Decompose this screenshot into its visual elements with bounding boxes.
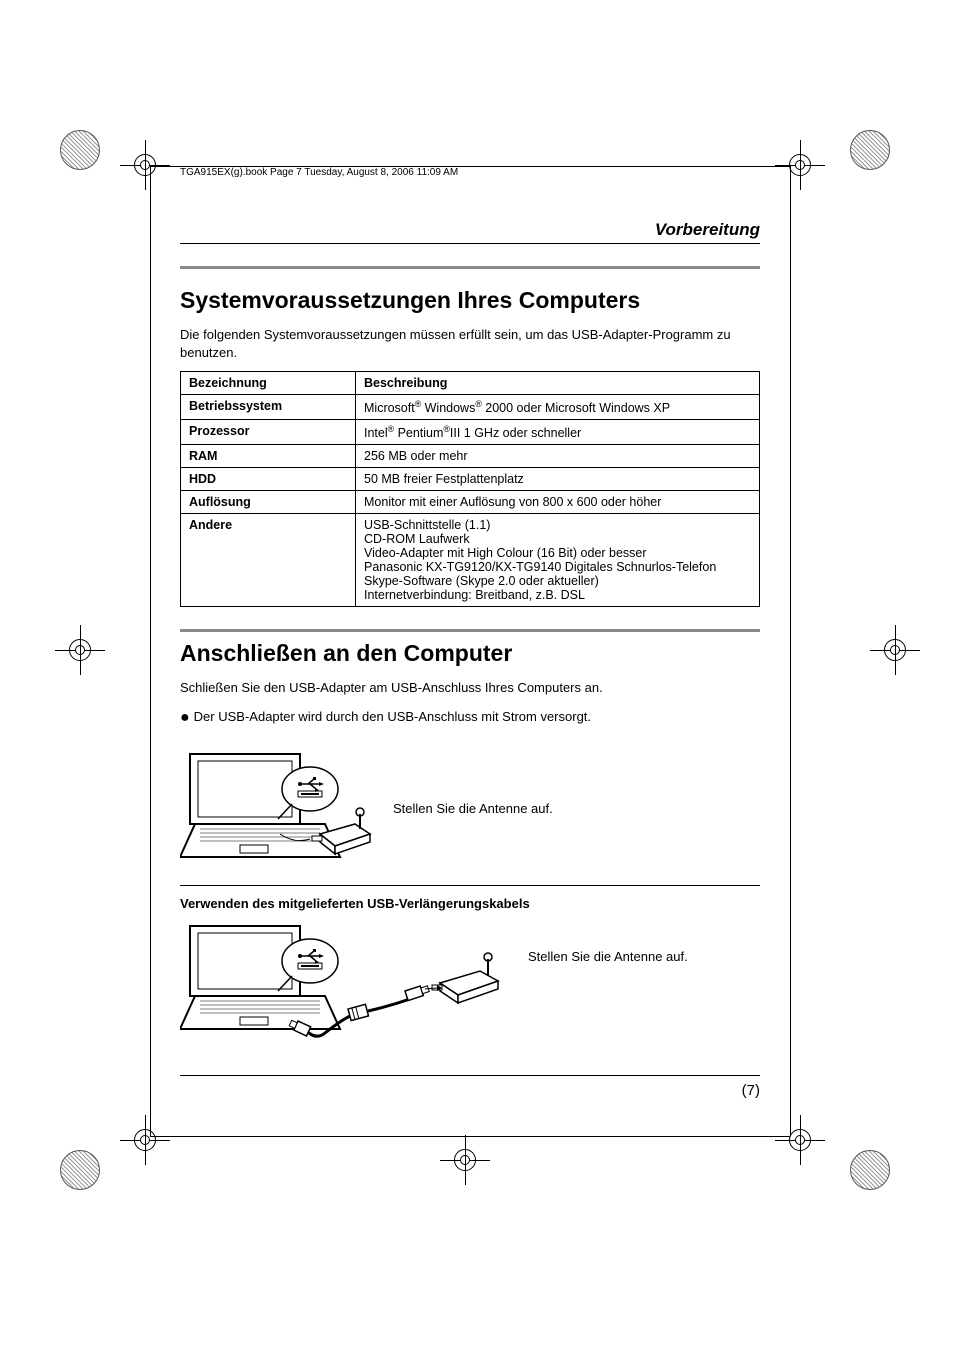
section2-subheading: Verwenden des mitgelieferten USB-Verläng…: [180, 896, 760, 911]
crop-target-bottom-center: [440, 1135, 490, 1185]
table-row-label: Prozessor: [181, 420, 356, 445]
table-col2-header: Beschreibung: [356, 372, 760, 395]
table-row-label: RAM: [181, 445, 356, 468]
frame-right: [790, 166, 791, 1136]
figure1: Stellen Sie die Antenne auf.: [180, 749, 760, 869]
table-row-label: Betriebssystem: [181, 395, 356, 420]
figure1-caption: Stellen Sie die Antenne auf.: [393, 801, 553, 816]
table-row: AndereUSB-Schnittstelle (1.1)CD-ROM Lauf…: [181, 514, 760, 607]
frame-bottom: [150, 1136, 790, 1137]
table-row-value: Monitor mit einer Auflösung von 800 x 60…: [356, 491, 760, 514]
section2-bullet-text: Der USB-Adapter wird durch den USB-Ansch…: [194, 709, 591, 724]
crop-target-bottom-left: [120, 1115, 170, 1165]
table-row-value: 256 MB oder mehr: [356, 445, 760, 468]
crop-target-top-left: [120, 140, 170, 190]
table-header-row: Bezeichnung Beschreibung: [181, 372, 760, 395]
spec-table: Bezeichnung Beschreibung BetriebssystemM…: [180, 371, 760, 607]
running-head: TGA915EX(g).book Page 7 Tuesday, August …: [180, 167, 458, 178]
frame-left: [150, 166, 151, 1136]
section2-rule: [180, 629, 760, 632]
table-row-label: HDD: [181, 468, 356, 491]
table-row: HDD50 MB freier Festplattenplatz: [181, 468, 760, 491]
table-row-label: Auflösung: [181, 491, 356, 514]
table-row-value: Intel® Pentium®III 1 GHz oder schneller: [356, 420, 760, 445]
page-content: Vorbereitung Systemvoraussetzungen Ihres…: [180, 220, 760, 1061]
page-number: (7): [180, 1082, 760, 1099]
crop-target-bottom-right: [775, 1115, 825, 1165]
crop-target-top-right: [775, 140, 825, 190]
table-row-value: 50 MB freier Festplattenplatz: [356, 468, 760, 491]
table-row-value: USB-Schnittstelle (1.1)CD-ROM LaufwerkVi…: [356, 514, 760, 607]
table-row: ProzessorIntel® Pentium®III 1 GHz oder s…: [181, 420, 760, 445]
crop-target-mid-left: [55, 625, 105, 675]
figure-divider: [180, 885, 760, 886]
section1-heading: Systemvoraussetzungen Ihres Computers: [180, 287, 760, 314]
laptop-adapter-illustration: [180, 749, 375, 869]
table-row: AuflösungMonitor mit einer Auflösung von…: [181, 491, 760, 514]
table-row-value: Microsoft® Windows® 2000 oder Microsoft …: [356, 395, 760, 420]
footer-rule: [180, 1075, 760, 1076]
section2-bullet: ●Der USB-Adapter wird durch den USB-Ansc…: [180, 707, 760, 729]
table-col1-header: Bezeichnung: [181, 372, 356, 395]
section-name: Vorbereitung: [180, 220, 760, 244]
section2-line1: Schließen Sie den USB-Adapter am USB-Ans…: [180, 679, 760, 697]
crop-target-mid-right: [870, 625, 920, 675]
table-row-label: Andere: [181, 514, 356, 607]
figure2-caption: Stellen Sie die Antenne auf.: [528, 949, 688, 964]
figure2: Stellen Sie die Antenne auf.: [180, 921, 760, 1051]
laptop-cable-adapter-illustration: [180, 921, 510, 1051]
table-row: BetriebssystemMicrosoft® Windows® 2000 o…: [181, 395, 760, 420]
section2-heading: Anschließen an den Computer: [180, 640, 760, 667]
section1-rule: [180, 266, 760, 277]
section1-intro: Die folgenden Systemvoraussetzungen müss…: [180, 326, 760, 361]
table-row: RAM256 MB oder mehr: [181, 445, 760, 468]
